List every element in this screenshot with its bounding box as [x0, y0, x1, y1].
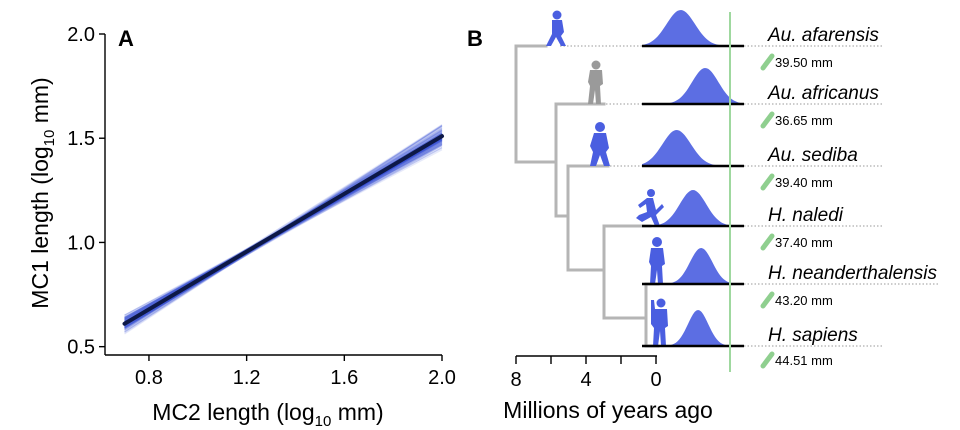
panel-b-letter: B [467, 26, 483, 51]
y-tick-label: 2.0 [67, 24, 95, 46]
panel-a: A 0.5 1.0 1.5 2.0 0.8 1.2 1.6 2.0 MC2 length (… [27, 24, 456, 430]
value-afarensis: 39.50 mm [775, 55, 833, 70]
species-label-sediba: Au. sediba [767, 145, 858, 166]
species-label-afarensis: Au. afarensis [767, 25, 879, 46]
x-axis-label: MC2 length (log10 mm) [152, 399, 383, 430]
species-labels: Au. afarensis Au. africanus Au. sediba H… [767, 25, 937, 346]
value-africanus: 36.65 mm [775, 113, 833, 128]
bone-icon [760, 111, 775, 129]
panel-a-letter: A [118, 26, 134, 51]
branch-node-4 [602, 224, 652, 320]
x-ticks: 0.8 1.2 1.6 2.0 [135, 355, 456, 389]
bone-values: 39.50 mm 36.65 mm 39.40 mm 37.40 mm 43.2… [760, 53, 833, 369]
y-tick-label: 1.0 [67, 232, 95, 254]
value-neanderthalensis: 43.20 mm [775, 293, 833, 308]
posterior-sample-line [124, 137, 443, 329]
tip-dotted-lines [560, 45, 940, 347]
posterior-sample-line [124, 149, 443, 318]
posterior-sample-line [124, 124, 443, 331]
time-axis: 8 4 0 Millions of years ago [503, 355, 713, 423]
posterior-sample-line [124, 147, 443, 318]
x-tick-label: 1.2 [233, 367, 261, 389]
phylogeny-branches [514, 44, 660, 348]
time-tick-label: 8 [510, 369, 521, 391]
density-ridge [642, 190, 744, 226]
mean-regression-line [122, 134, 444, 326]
branch-root [514, 44, 558, 164]
value-sapiens: 44.51 mm [775, 353, 833, 368]
walking-hominin-icon [546, 10, 566, 46]
running-hominin-icon [636, 189, 664, 226]
density-ridge [642, 310, 744, 346]
x-tick-label: 1.6 [330, 367, 358, 389]
standing-hominin-icon [588, 60, 603, 104]
y-axis-label: MC1 length (log10 mm) [27, 77, 58, 308]
panel-a-axes: 0.5 1.0 1.5 2.0 0.8 1.2 1.6 2.0 [67, 24, 456, 389]
species-label-sapiens: H. sapiens [768, 325, 858, 346]
value-sediba: 39.40 mm [775, 175, 833, 190]
posterior-sample-line [124, 139, 443, 328]
ridgeline-densities [642, 10, 744, 348]
bone-icon [760, 53, 775, 71]
y-tick-label: 0.5 [67, 337, 95, 359]
density-ridge [642, 248, 744, 284]
time-tick-label: 0 [650, 369, 661, 391]
species-label-naledi: H. naledi [768, 205, 844, 226]
y-ticks: 0.5 1.0 1.5 2.0 [67, 24, 105, 359]
x-tick-label: 0.8 [135, 367, 163, 389]
species-label-africanus: Au. africanus [767, 83, 879, 104]
value-naledi: 37.40 mm [775, 235, 833, 250]
time-tick-label: 4 [580, 369, 591, 391]
bone-icon [760, 233, 775, 251]
bone-icon [760, 351, 775, 369]
time-axis-label: Millions of years ago [503, 397, 713, 423]
y-tick-label: 1.5 [67, 128, 95, 150]
posterior-sample-line [124, 140, 443, 328]
bone-icon [760, 173, 775, 191]
density-ridge [642, 10, 744, 46]
waving-hominin-icon [651, 298, 668, 346]
x-tick-label: 2.0 [428, 367, 456, 389]
branch-node-3 [566, 164, 610, 272]
standing-hominin-icon [649, 237, 665, 284]
species-label-neanderthalensis: H. neanderthalensis [768, 263, 937, 284]
density-ridge [642, 68, 744, 104]
density-ridge [642, 130, 744, 166]
crouching-hominin-icon [590, 122, 610, 166]
panel-b: B [467, 10, 940, 423]
time-ticks: 8 4 0 [510, 356, 662, 391]
bone-icon [760, 291, 775, 309]
